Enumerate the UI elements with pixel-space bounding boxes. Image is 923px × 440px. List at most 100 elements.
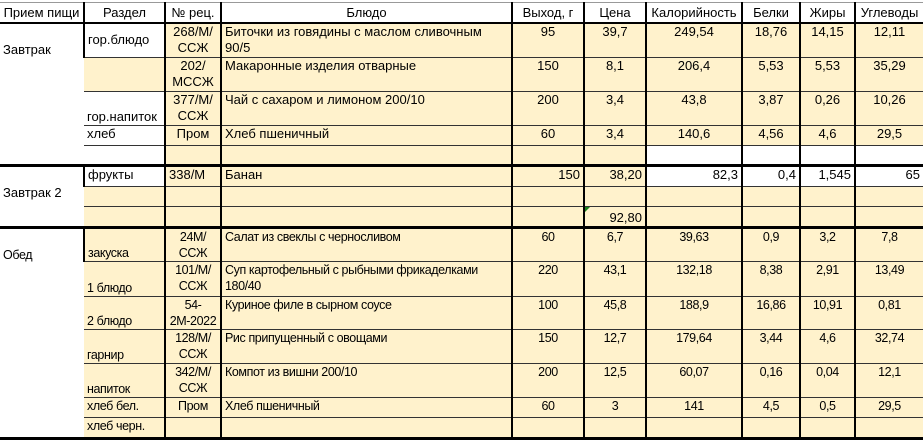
yield-cell[interactable]: 95 bbox=[511, 23, 584, 58]
fat-cell[interactable]: 0,04 bbox=[799, 363, 855, 398]
section-cell[interactable]: напиток bbox=[84, 363, 165, 398]
dish-cell[interactable]: Биточки из говядины с маслом сливочным 9… bbox=[220, 23, 512, 58]
protein-cell[interactable] bbox=[741, 145, 800, 167]
fat-cell[interactable] bbox=[799, 417, 855, 440]
protein-cell[interactable] bbox=[741, 206, 800, 229]
carbs-cell[interactable]: 0,81 bbox=[854, 296, 923, 330]
price-cell[interactable]: 92,80 bbox=[583, 206, 646, 229]
fat-cell[interactable]: 0,5 bbox=[799, 397, 855, 418]
kcal-cell[interactable]: 188,9 bbox=[645, 296, 742, 330]
dish-cell[interactable]: Хлеб пшеничный bbox=[220, 125, 512, 146]
protein-cell[interactable]: 0,9 bbox=[741, 227, 800, 262]
protein-cell[interactable]: 3,87 bbox=[741, 91, 800, 126]
recipe-cell[interactable]: 377/М/ССЖ bbox=[164, 91, 221, 126]
dish-cell[interactable]: Чай с сахаром и лимоном 200/10 bbox=[220, 91, 512, 126]
fat-cell[interactable]: 14,15 bbox=[799, 23, 855, 58]
recipe-cell[interactable]: 101/М/ССЖ bbox=[164, 261, 221, 297]
header-meal[interactable]: Прием пищи bbox=[0, 2, 84, 24]
protein-cell[interactable]: 0,16 bbox=[741, 363, 800, 398]
carbs-cell[interactable]: 29,5 bbox=[854, 397, 923, 418]
dish-cell[interactable]: Суп картофельный с рыбными фрикаделками … bbox=[220, 261, 512, 297]
fat-cell[interactable]: 0,26 bbox=[799, 91, 855, 126]
price-cell[interactable]: 38,20 bbox=[583, 165, 646, 187]
kcal-cell[interactable]: 140,6 bbox=[645, 125, 742, 146]
section-cell[interactable]: 2 блюдо bbox=[84, 296, 165, 330]
section-cell[interactable]: 1 блюдо bbox=[84, 261, 165, 297]
fat-cell[interactable]: 5,53 bbox=[799, 57, 855, 92]
price-cell[interactable]: 39,7 bbox=[583, 23, 646, 58]
header-recipe[interactable]: № рец. bbox=[164, 2, 221, 24]
recipe-cell[interactable] bbox=[164, 206, 221, 229]
protein-cell[interactable]: 4,5 bbox=[741, 397, 800, 418]
carbs-cell[interactable] bbox=[854, 417, 923, 440]
carbs-cell[interactable]: 35,29 bbox=[854, 57, 923, 92]
price-cell[interactable]: 45,8 bbox=[583, 296, 646, 330]
yield-cell[interactable]: 150 bbox=[511, 165, 584, 187]
dish-cell[interactable]: Компот из вишни 200/10 bbox=[220, 363, 512, 398]
kcal-cell[interactable]: 249,54 bbox=[645, 23, 742, 58]
yield-cell[interactable]: 150 bbox=[511, 57, 584, 92]
recipe-cell[interactable]: Пром bbox=[164, 125, 221, 146]
kcal-cell[interactable]: 39,63 bbox=[645, 227, 742, 262]
yield-cell[interactable]: 200 bbox=[511, 363, 584, 398]
section-cell[interactable]: гор.блюдо bbox=[83, 23, 165, 58]
section-cell[interactable]: закуска bbox=[83, 227, 165, 262]
header-protein[interactable]: Белки bbox=[741, 2, 800, 24]
price-cell[interactable]: 6,7 bbox=[583, 227, 646, 262]
price-cell[interactable]: 12,5 bbox=[583, 363, 646, 398]
fat-cell[interactable]: 2,91 bbox=[799, 261, 855, 297]
kcal-cell[interactable] bbox=[645, 417, 742, 440]
carbs-cell[interactable] bbox=[854, 186, 923, 207]
header-section[interactable]: Раздел bbox=[83, 2, 165, 24]
yield-cell[interactable]: 220 bbox=[511, 261, 584, 297]
kcal-cell[interactable]: 179,64 bbox=[645, 329, 742, 364]
section-cell[interactable] bbox=[84, 145, 165, 167]
fat-cell[interactable]: 1,545 bbox=[799, 165, 855, 187]
fat-cell[interactable] bbox=[799, 186, 855, 207]
yield-cell[interactable]: 60 bbox=[511, 125, 584, 146]
header-kcal[interactable]: Калорийность bbox=[645, 2, 742, 24]
yield-cell[interactable]: 200 bbox=[511, 91, 584, 126]
dish-cell[interactable]: Куриное филе в сырном соусе bbox=[220, 296, 512, 330]
yield-cell[interactable]: 100 bbox=[511, 296, 584, 330]
recipe-cell[interactable] bbox=[164, 145, 221, 167]
section-cell[interactable] bbox=[84, 206, 165, 229]
section-cell[interactable]: хлеб бел. bbox=[84, 397, 165, 418]
fat-cell[interactable]: 10,91 bbox=[799, 296, 855, 330]
recipe-cell[interactable]: 202/МССЖ bbox=[164, 57, 221, 92]
kcal-cell[interactable] bbox=[645, 145, 742, 167]
protein-cell[interactable]: 3,44 bbox=[741, 329, 800, 364]
kcal-cell[interactable]: 82,3 bbox=[645, 165, 742, 187]
header-yield[interactable]: Выход, г bbox=[511, 2, 584, 24]
price-cell[interactable]: 12,7 bbox=[583, 329, 646, 364]
yield-cell[interactable]: 60 bbox=[511, 227, 584, 262]
carbs-cell[interactable]: 65 bbox=[854, 165, 923, 187]
yield-cell[interactable] bbox=[511, 145, 584, 167]
meal-cell[interactable]: Завтрак 2 bbox=[0, 165, 84, 229]
yield-cell[interactable] bbox=[511, 186, 584, 207]
carbs-cell[interactable]: 29,5 bbox=[854, 125, 923, 146]
yield-cell[interactable]: 60 bbox=[511, 397, 584, 418]
section-cell[interactable] bbox=[84, 186, 165, 207]
fat-cell[interactable] bbox=[799, 145, 855, 167]
dish-cell[interactable]: Банан bbox=[220, 165, 512, 187]
recipe-cell[interactable]: 128/М/ССЖ bbox=[164, 329, 221, 364]
recipe-cell[interactable]: 24М/ССЖ bbox=[164, 227, 221, 262]
header-fat[interactable]: Жиры bbox=[799, 2, 855, 24]
kcal-cell[interactable]: 206,4 bbox=[645, 57, 742, 92]
dish-cell[interactable]: Салат из свеклы с черносливом bbox=[220, 227, 512, 262]
section-cell[interactable] bbox=[84, 57, 165, 92]
dish-cell[interactable] bbox=[220, 186, 512, 207]
section-cell[interactable]: гор.напиток bbox=[84, 91, 165, 126]
fat-cell[interactable]: 4,6 bbox=[799, 125, 855, 146]
kcal-cell[interactable]: 60,07 bbox=[645, 363, 742, 398]
dish-cell[interactable] bbox=[220, 145, 512, 167]
header-dish[interactable]: Блюдо bbox=[220, 2, 512, 24]
protein-cell[interactable]: 0,4 bbox=[741, 165, 800, 187]
fat-cell[interactable]: 4,6 bbox=[799, 329, 855, 364]
fat-cell[interactable]: 3,2 bbox=[799, 227, 855, 262]
carbs-cell[interactable]: 13,49 bbox=[854, 261, 923, 297]
header-carbs[interactable]: Углеводы bbox=[854, 2, 923, 24]
carbs-cell[interactable]: 32,74 bbox=[854, 329, 923, 364]
protein-cell[interactable]: 4,56 bbox=[741, 125, 800, 146]
